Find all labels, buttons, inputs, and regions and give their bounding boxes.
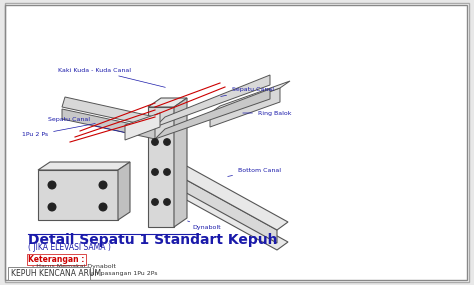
Polygon shape xyxy=(148,98,187,107)
Circle shape xyxy=(48,203,56,211)
Text: Bottom Canal: Bottom Canal xyxy=(228,168,281,176)
Polygon shape xyxy=(210,88,280,127)
Text: Kaki Kuda - Kuda Canal: Kaki Kuda - Kuda Canal xyxy=(58,68,165,87)
Circle shape xyxy=(164,169,170,175)
Polygon shape xyxy=(148,107,174,227)
Text: Detail Sepatu 1 Standart Kepuh: Detail Sepatu 1 Standart Kepuh xyxy=(28,233,277,247)
Polygon shape xyxy=(155,89,270,139)
Bar xyxy=(8,267,90,280)
Polygon shape xyxy=(62,109,155,139)
Text: 1Pu 2 Ps: 1Pu 2 Ps xyxy=(22,123,95,137)
Text: - Garis merah adalah pasangan 1Pu 2Ps: - Garis merah adalah pasangan 1Pu 2Ps xyxy=(32,271,157,276)
Circle shape xyxy=(99,181,107,189)
Text: KEPUH KENCANA ARUM: KEPUH KENCANA ARUM xyxy=(11,269,101,278)
Text: Keterangan :: Keterangan : xyxy=(28,255,84,264)
Polygon shape xyxy=(174,98,187,227)
Circle shape xyxy=(152,199,158,205)
Polygon shape xyxy=(172,164,288,230)
Polygon shape xyxy=(172,172,277,243)
Text: - Harus Memakai Dynabolt: - Harus Memakai Dynabolt xyxy=(32,264,116,269)
Polygon shape xyxy=(172,184,288,250)
Circle shape xyxy=(48,181,56,189)
Text: Ring Balok: Ring Balok xyxy=(243,111,292,115)
Polygon shape xyxy=(62,97,155,127)
Polygon shape xyxy=(125,113,160,140)
Circle shape xyxy=(152,169,158,175)
Polygon shape xyxy=(155,75,270,127)
Polygon shape xyxy=(210,81,290,113)
Polygon shape xyxy=(38,162,130,170)
Text: Sepatu Canal: Sepatu Canal xyxy=(221,87,274,96)
Polygon shape xyxy=(118,162,130,220)
Circle shape xyxy=(164,139,170,145)
Circle shape xyxy=(99,203,107,211)
Text: Sepatu Canal: Sepatu Canal xyxy=(48,117,124,133)
Text: ( JIKA ELEVASI SAMA ): ( JIKA ELEVASI SAMA ) xyxy=(28,243,111,252)
Circle shape xyxy=(152,139,158,145)
Polygon shape xyxy=(38,170,118,220)
Text: Dynabolt: Dynabolt xyxy=(188,221,220,231)
Circle shape xyxy=(164,199,170,205)
